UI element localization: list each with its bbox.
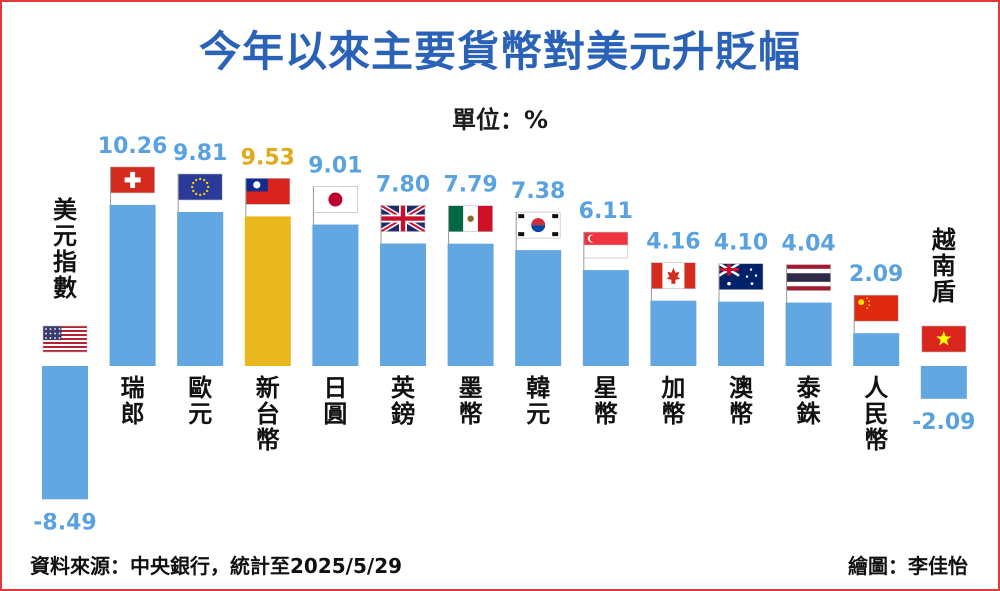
value-label-8: 6.11 [579,199,633,224]
value-label-2: 9.81 [173,141,227,166]
data-source: 資料來源：中央銀行，統計至2025/5/29 [30,554,403,578]
bar-4 [312,224,359,366]
category-label-0: 美元指數 [53,196,77,302]
category-label-8: 星幣 [594,374,618,428]
value-label-10: 4.10 [714,231,768,256]
category-label-1: 瑞郎 [121,374,145,428]
bar-9 [650,300,697,366]
eu-flag-icon [177,173,223,201]
category-label-5: 英鎊 [391,374,416,428]
bar-0 [42,366,88,500]
value-label-11: 4.04 [781,232,835,257]
chart-credit: 繪圖：李佳怡 [848,554,968,578]
singapore-flag-icon [583,231,629,259]
korea-flag-icon [515,211,561,239]
australia-flag-icon [718,262,764,290]
switzerland-flag-icon [110,166,155,194]
japan-flag-icon [313,186,358,213]
bar-7 [515,250,562,366]
category-label-4: 日圓 [323,374,347,428]
category-label-2: 歐元 [188,374,212,428]
category-label-9: 加幣 [661,374,685,428]
category-label-11: 泰銖 [797,374,822,428]
bar-13 [920,366,967,399]
value-label-6: 7.79 [443,173,497,198]
value-label-3: 9.53 [241,145,295,170]
category-label-13: 越南盾 [932,226,957,306]
value-label-5: 7.80 [376,173,430,198]
china-flag-icon [853,294,899,322]
category-label-7: 韓元 [526,374,550,428]
bar-3 [244,216,291,366]
value-label-13: -2.09 [912,410,975,435]
bar-1 [109,204,156,366]
value-label-12: 2.09 [849,262,903,287]
category-label-12: 人民幣 [864,374,888,454]
bar-2 [177,211,224,366]
category-label-6: 墨幣 [459,374,483,428]
bar-10 [718,301,764,366]
bar-8 [582,270,629,366]
uk-flag-icon [379,203,427,234]
unit-label: 單位：% [451,106,549,134]
category-label-10: 澳幣 [729,374,754,428]
value-label-4: 9.01 [308,154,362,179]
value-label-9: 4.16 [646,230,700,255]
bar-5 [380,243,426,366]
canada-flag-icon [651,262,696,289]
bar-6 [447,243,494,366]
category-label-3: 新台幣 [256,374,280,454]
chart-title: 今年以來主要貨幣對美元升貶幅 [198,27,801,76]
value-label-1: 10.26 [98,134,168,159]
value-label-7: 7.38 [511,179,565,204]
mexico-flag-icon [448,205,493,232]
thailand-flag-icon [786,264,831,291]
vietnam-flag-icon [921,325,967,353]
us-flag-icon [42,325,88,353]
bar-11 [785,302,832,366]
value-label-0: -8.49 [33,510,96,535]
taiwan-flag-icon [245,178,291,205]
bar-12 [853,333,900,366]
